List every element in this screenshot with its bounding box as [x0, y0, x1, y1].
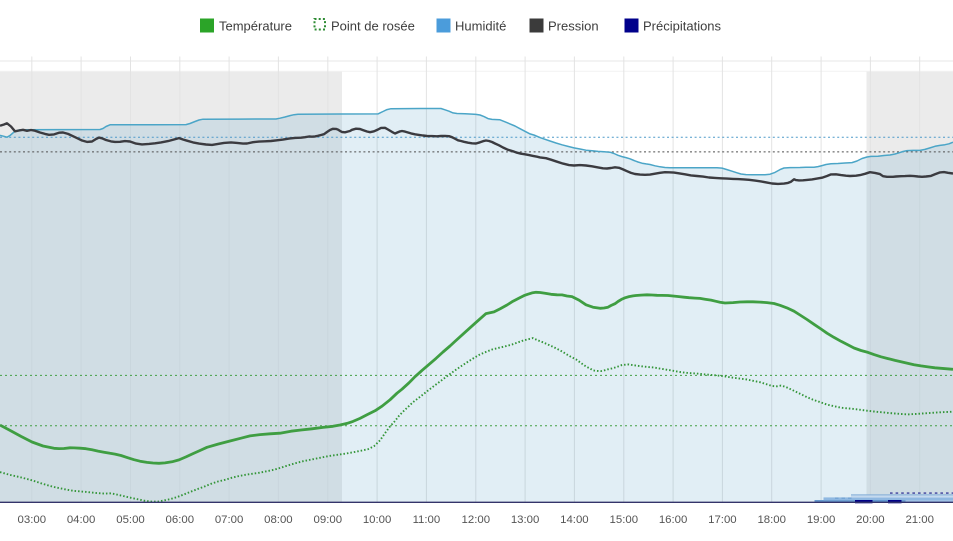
svg-text:07:00: 07:00 [215, 514, 244, 526]
svg-text:12:00: 12:00 [462, 514, 491, 526]
svg-text:Pression: Pression [548, 19, 599, 34]
svg-text:Température: Température [219, 19, 292, 34]
svg-text:19:00: 19:00 [807, 514, 836, 526]
svg-text:Précipitations: Précipitations [643, 19, 722, 34]
svg-text:04:00: 04:00 [67, 514, 96, 526]
svg-text:13:00: 13:00 [511, 514, 540, 526]
svg-text:11:00: 11:00 [413, 514, 441, 526]
svg-text:10:00: 10:00 [363, 514, 392, 526]
svg-text:14:00: 14:00 [560, 514, 589, 526]
svg-text:21:00: 21:00 [905, 514, 934, 526]
svg-text:17:00: 17:00 [708, 514, 737, 526]
svg-text:15:00: 15:00 [610, 514, 639, 526]
svg-text:06:00: 06:00 [166, 514, 195, 526]
svg-text:09:00: 09:00 [314, 514, 343, 526]
svg-text:18:00: 18:00 [757, 514, 786, 526]
svg-text:08:00: 08:00 [264, 514, 293, 526]
svg-text:16:00: 16:00 [659, 514, 688, 526]
svg-text:Humidité: Humidité [455, 19, 506, 34]
svg-text:20:00: 20:00 [856, 514, 885, 526]
svg-text:Point de rosée: Point de rosée [331, 19, 415, 34]
svg-text:03:00: 03:00 [18, 514, 47, 526]
svg-text:05:00: 05:00 [116, 514, 145, 526]
